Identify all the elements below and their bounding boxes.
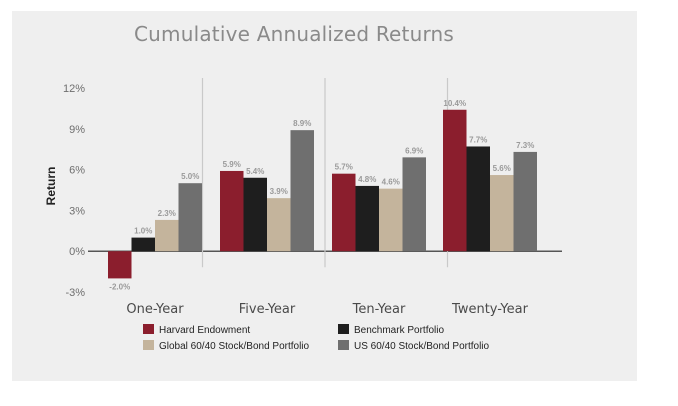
bar <box>290 130 314 252</box>
legend-label: Global 60/40 Stock/Bond Portfolio <box>159 341 310 352</box>
data-label: 5.9% <box>223 160 241 169</box>
data-label: 6.9% <box>405 146 423 155</box>
data-label: 10.4% <box>443 99 466 108</box>
bar <box>466 146 490 252</box>
bar <box>513 151 537 252</box>
bar <box>267 198 291 252</box>
y-tick-label: -3% <box>65 287 85 299</box>
bar <box>243 177 267 252</box>
data-label: 5.7% <box>335 163 353 172</box>
bar <box>379 188 403 252</box>
bar <box>220 170 244 252</box>
y-tick-label: 9% <box>69 124 85 136</box>
legend-swatch <box>338 340 349 350</box>
legend-swatch <box>143 324 154 334</box>
data-label: 8.9% <box>293 119 311 128</box>
data-label: 2.3% <box>158 209 176 218</box>
legend-swatch <box>338 324 349 334</box>
data-label: 4.8% <box>358 175 376 184</box>
bar <box>490 175 514 252</box>
y-tick-label: 3% <box>69 205 85 217</box>
data-label: 4.6% <box>382 178 400 187</box>
bar <box>332 173 356 252</box>
legend-item-global-60-40: Global 60/40 Stock/Bond Portfolio <box>143 340 309 352</box>
data-label: 7.3% <box>516 141 534 150</box>
x-category-label: Ten-Year <box>352 302 406 317</box>
legend-label: US 60/40 Stock/Bond Portfolio <box>354 341 490 352</box>
legend-item-benchmark-portfolio: Benchmark Portfolio <box>338 324 444 336</box>
y-tick-label: 12% <box>63 83 85 95</box>
data-label: 3.9% <box>270 187 288 196</box>
bar <box>178 183 202 252</box>
bar <box>443 109 467 252</box>
bar <box>108 251 132 279</box>
data-label: 5.0% <box>181 172 199 181</box>
bar <box>131 237 155 252</box>
data-label: 5.4% <box>246 167 264 176</box>
legend-label: Harvard Endowment <box>159 325 251 336</box>
x-category-label: One-Year <box>126 302 184 317</box>
legend-item-us-60-40: US 60/40 Stock/Bond Portfolio <box>338 340 489 352</box>
x-category-label: Five-Year <box>239 302 296 317</box>
legend-label: Benchmark Portfolio <box>354 325 445 336</box>
bar <box>155 219 179 252</box>
y-tick-label: 0% <box>69 246 85 258</box>
data-label: 5.6% <box>493 164 511 173</box>
chart-title: Cumulative Annualized Returns <box>134 22 455 46</box>
bar <box>355 185 379 252</box>
legend-item-harvard-endowment: Harvard Endowment <box>143 324 250 336</box>
data-label: -2.0% <box>109 282 130 291</box>
data-label: 1.0% <box>134 227 152 236</box>
bar <box>402 157 426 252</box>
y-axis-label: Return <box>44 167 58 206</box>
data-label: 7.7% <box>469 135 487 144</box>
y-tick-label: 6% <box>69 165 85 177</box>
legend-swatch <box>143 340 154 350</box>
x-category-label: Twenty-Year <box>451 302 529 317</box>
